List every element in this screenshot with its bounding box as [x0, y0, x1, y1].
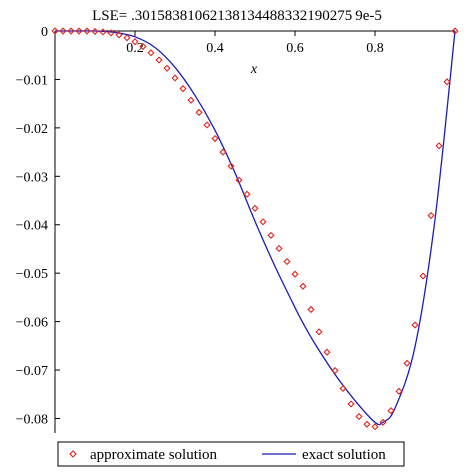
y-tick-label: −0.04: [16, 219, 48, 234]
approx-point: [203, 121, 211, 129]
y-tick-label: −0.02: [16, 122, 48, 137]
approx-point: [347, 400, 355, 408]
approx-point: [83, 27, 91, 35]
approx-point: [123, 34, 131, 42]
approx-point: [387, 407, 395, 415]
approx-point: [75, 27, 83, 35]
approx-point: [243, 190, 251, 198]
legend-label-exact: exact solution: [302, 447, 386, 463]
y-tick-label: −0.05: [16, 267, 48, 282]
approx-point: [59, 27, 67, 35]
x-tick-label: 0.8: [366, 41, 384, 56]
approx-point: [411, 321, 419, 329]
approx-point: [219, 148, 227, 156]
approx-point: [235, 176, 243, 184]
approx-point: [227, 162, 235, 170]
approx-point: [139, 42, 147, 51]
approx-point: [147, 49, 155, 57]
x-tick-label: 0.6: [286, 41, 304, 56]
legend-label-approximate: approximate solution: [90, 447, 218, 463]
approx-point: [99, 28, 107, 36]
approx-point: [131, 38, 139, 46]
approx-point: [451, 27, 459, 35]
approx-point: [275, 244, 283, 253]
approx-point: [315, 328, 323, 336]
approx-point: [155, 56, 163, 64]
approx-point: [331, 366, 339, 375]
approx-point: [379, 418, 387, 426]
series-exact-solution: [55, 30, 456, 426]
approx-point: [419, 272, 427, 280]
exact-solution-line: [55, 30, 456, 426]
approx-point: [307, 305, 315, 314]
approx-point: [435, 142, 443, 150]
approx-point: [91, 27, 99, 36]
approx-point: [107, 29, 115, 37]
approx-point: [403, 359, 411, 367]
y-tick-label: 0: [41, 25, 48, 40]
approx-point: [187, 96, 195, 104]
approx-point: [211, 134, 219, 143]
approx-point: [115, 31, 123, 39]
x-tick-label: 0.2: [126, 41, 144, 56]
x-axis-ticks: 0.2 0.4 0.6 0.8: [126, 31, 384, 56]
approx-point: [171, 74, 179, 82]
approx-point: [339, 384, 347, 393]
approx-point: [259, 218, 267, 226]
legend-diamond-icon: [69, 450, 77, 458]
approx-point: [291, 270, 299, 278]
approx-point: [395, 387, 403, 395]
approx-point: [267, 231, 275, 239]
approx-point: [371, 423, 379, 431]
approx-point: [179, 85, 187, 93]
approx-point: [323, 348, 331, 356]
approx-point: [283, 257, 291, 266]
approx-point: [363, 420, 371, 428]
approx-point: [427, 211, 435, 220]
x-tick-label: 0.4: [206, 41, 224, 56]
x-axis-label: x: [250, 62, 258, 77]
y-tick-label: −0.08: [16, 412, 48, 427]
y-tick-label: −0.07: [16, 364, 48, 379]
approx-point: [355, 412, 363, 421]
y-axis-ticks: 0 −0.01 −0.02 −0.03 −0.04 −0.05 −0.06 −0.07 −0.0…: [16, 25, 60, 427]
axes: [54, 30, 455, 433]
approx-point: [195, 108, 203, 116]
y-tick-label: −0.06: [16, 316, 48, 331]
approx-point: [251, 204, 259, 212]
approx-point: [51, 27, 59, 35]
approx-point: [163, 64, 171, 72]
y-tick-label: −0.01: [16, 73, 48, 88]
legend-box: [57, 441, 405, 467]
legend: approximate solution exact solution: [57, 441, 405, 467]
chart-title: LSE= .30158381062138134488332190275 9e-5: [92, 8, 382, 24]
series-approximate-solution: [51, 27, 459, 431]
y-tick-label: −0.03: [16, 170, 48, 185]
approx-point: [299, 282, 307, 290]
legend-marker-approximate: [69, 450, 77, 458]
approx-point: [443, 78, 451, 86]
approx-point: [67, 27, 75, 35]
